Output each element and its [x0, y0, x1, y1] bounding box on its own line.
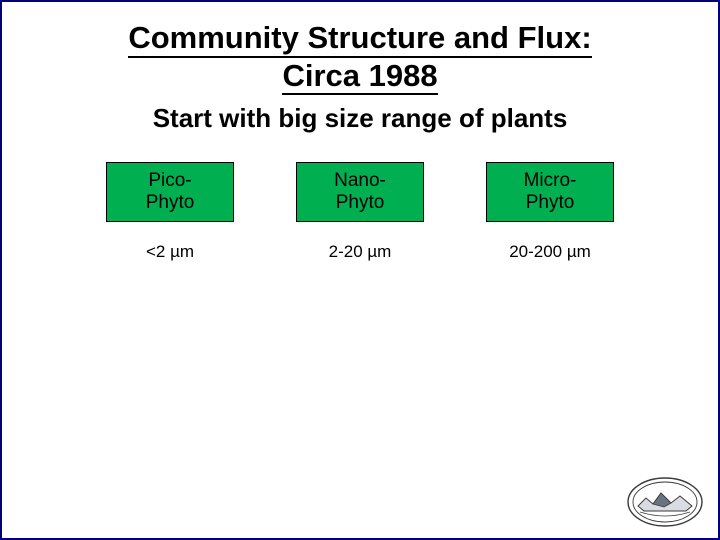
box-line2: Phyto [146, 192, 195, 213]
size-label-cell-1: 2-20 µm [296, 242, 424, 262]
box-line1: Micro- [524, 170, 577, 191]
boxes-row: Pico-PhytoNano-PhytoMicro-Phyto [2, 162, 718, 222]
slide-title: Community Structure and Flux: Circa 1988 [32, 20, 688, 95]
slide-frame: Community Structure and Flux: Circa 1988… [0, 0, 720, 540]
title-line-2: Circa 1988 [282, 58, 437, 96]
size-label-cell-0: <2 µm [106, 242, 234, 262]
labels-row: <2 µm 2-20 µm 20-200 µm [2, 242, 718, 262]
box-line2: Phyto [526, 192, 575, 213]
slide-subtitle: Start with big size range of plants [32, 103, 688, 134]
title-line-1: Community Structure and Flux: [128, 20, 591, 58]
size-class-box-2: Micro-Phyto [486, 162, 614, 222]
box-line1: Nano- [334, 170, 386, 191]
size-class-box-1: Nano-Phyto [296, 162, 424, 222]
size-label: <2 µm [106, 242, 234, 262]
wrigley-logo-icon [626, 476, 704, 528]
size-label: 20-200 µm [486, 242, 614, 262]
size-class-box-0: Pico-Phyto [106, 162, 234, 222]
size-label: 2-20 µm [296, 242, 424, 262]
size-label-cell-2: 20-200 µm [486, 242, 614, 262]
box-line1: Pico- [148, 170, 191, 191]
box-line2: Phyto [336, 192, 385, 213]
